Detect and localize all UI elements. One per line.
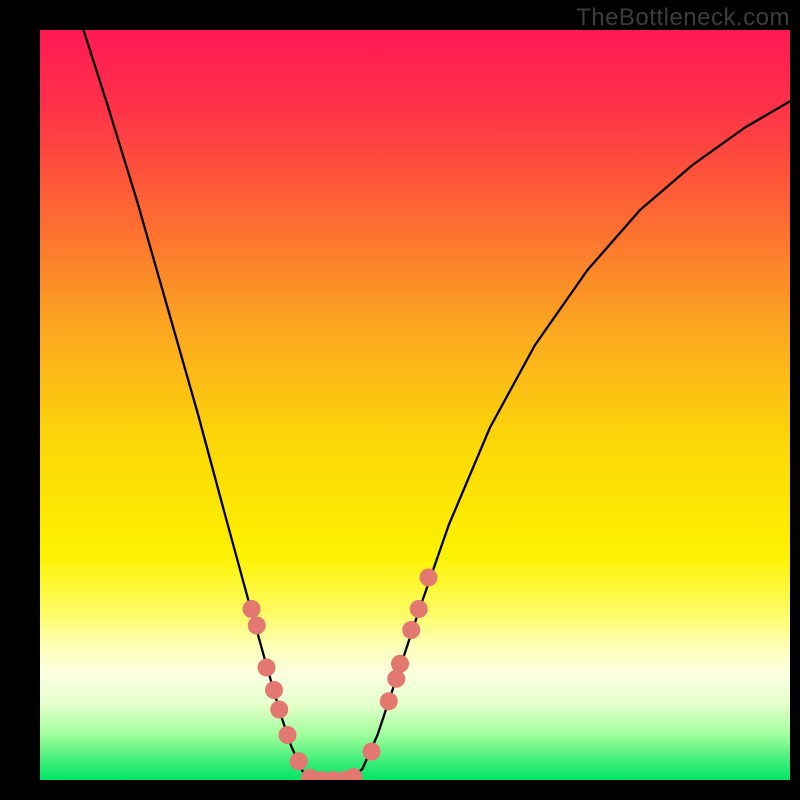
data-marker xyxy=(290,752,308,770)
chart-container: { "canvas": { "width": 800, "height": 80… xyxy=(0,0,800,800)
data-marker xyxy=(420,569,438,587)
data-marker xyxy=(270,701,288,719)
data-marker xyxy=(248,617,266,635)
data-marker xyxy=(380,692,398,710)
data-marker xyxy=(391,655,409,673)
data-marker xyxy=(258,659,276,677)
data-marker xyxy=(363,743,381,761)
data-marker xyxy=(279,726,297,744)
v-curve xyxy=(84,30,791,780)
plot-svg xyxy=(40,30,790,780)
data-marker xyxy=(243,600,261,618)
data-marker xyxy=(402,621,420,639)
watermark-text: TheBottleneck.com xyxy=(576,4,790,32)
data-marker xyxy=(410,600,428,618)
data-marker xyxy=(265,681,283,699)
plot-area xyxy=(40,30,790,780)
data-marker xyxy=(387,670,405,688)
